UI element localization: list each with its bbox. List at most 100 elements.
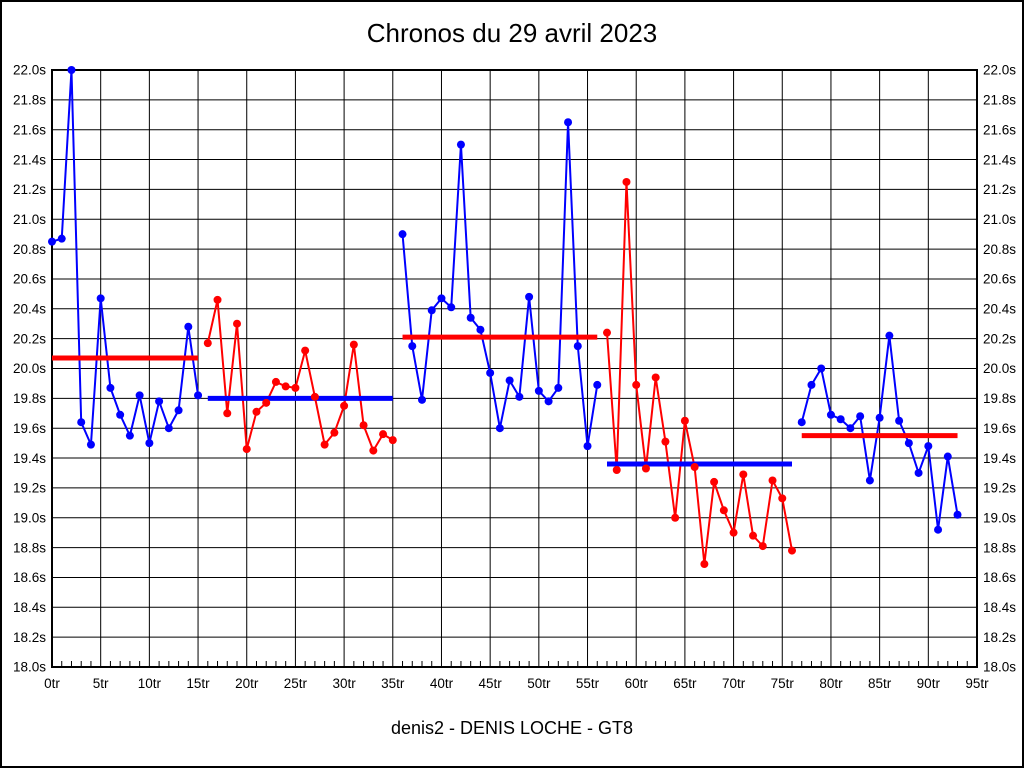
y-tick-label: 18.8s [983, 540, 1016, 555]
lap-time-point [96, 294, 105, 303]
y-axis-labels: 22.0s 22.0s 21.8s 21.8s 21.6s 21.6s 21.4s 21.4s… [13, 63, 1016, 675]
lap-time-point [573, 342, 582, 351]
lap-time-point [340, 401, 349, 410]
y-tick-label: 18.2s [13, 630, 46, 645]
lap-time-point [953, 510, 962, 519]
lap-time-point [505, 376, 514, 385]
lap-time-point [739, 470, 748, 479]
lap-time-point [456, 140, 465, 149]
x-tick-label: 15tr [186, 676, 210, 691]
x-tick-label: 5tr [93, 676, 109, 691]
lap-time-point [67, 66, 76, 74]
lap-time-point [875, 413, 884, 422]
lap-time-point [330, 428, 339, 437]
y-tick-label: 19.8s [13, 391, 46, 406]
chart-caption: denis2 - DENIS LOCHE - GT8 [390, 718, 634, 738]
lap-time-point [788, 546, 796, 555]
lap-time-point [719, 506, 728, 515]
lap-time-point [826, 410, 835, 419]
lap-time-line [606, 181, 793, 565]
x-tick-label: 70tr [722, 676, 746, 691]
lap-time-point [807, 380, 816, 389]
lap-time-point [641, 464, 650, 473]
lap-time-point [515, 392, 524, 401]
x-tick-label: 25tr [284, 676, 308, 691]
lap-time-point [418, 395, 426, 404]
lap-time-point [895, 416, 904, 425]
lap-time-point [856, 412, 865, 421]
x-axis-labels: 0tr 5tr 10tr 15tr 20tr 25tr 30tr 35tr 40tr 45tr 50… [44, 676, 989, 691]
lap-time-point [203, 339, 212, 348]
y-tick-label: 21.0s [983, 212, 1016, 227]
lap-time-point [700, 560, 709, 569]
lap-time-point [437, 294, 446, 303]
lap-time-point [904, 439, 913, 448]
y-tick-label: 20.0s [13, 361, 46, 376]
lap-time-point [77, 418, 86, 427]
lap-time-point [486, 368, 495, 377]
y-tick-label: 19.4s [983, 451, 1016, 466]
lap-time-point [836, 415, 845, 424]
lap-time-point [914, 468, 923, 477]
x-tick-label: 30tr [332, 676, 356, 691]
lap-time-point [252, 407, 261, 416]
grid [51, 69, 978, 668]
x-tick-label: 80tr [819, 676, 843, 691]
lap-time-point [125, 431, 134, 440]
lap-time-point [291, 383, 300, 392]
lap-time-point [369, 446, 378, 455]
lap-time-point [778, 494, 787, 503]
x-tick-label: 65tr [673, 676, 697, 691]
lap-time-point [603, 328, 611, 337]
y-tick-label: 21.2s [983, 182, 1016, 197]
lap-time-point [398, 230, 407, 239]
lap-time-point [388, 436, 397, 445]
y-tick-label: 21.6s [13, 122, 46, 137]
y-tick-label: 18.8s [13, 540, 46, 555]
y-tick-label: 18.0s [983, 660, 1016, 675]
lap-time-point [661, 437, 670, 446]
y-tick-label: 18.6s [13, 570, 46, 585]
lap-time-point [671, 513, 680, 522]
lap-time-point [612, 465, 621, 474]
x-tick-label: 20tr [235, 676, 259, 691]
y-tick-label: 20.4s [13, 302, 46, 317]
y-tick-label: 21.8s [13, 93, 46, 108]
lap-time-point [223, 409, 232, 418]
x-tick-label: 95tr [965, 676, 989, 691]
lap-time-point [447, 303, 456, 312]
x-tick-label: 90tr [917, 676, 941, 691]
lap-time-point [427, 306, 436, 315]
lap-time-point [281, 382, 290, 391]
lap-time-point [525, 292, 534, 301]
y-tick-label: 20.6s [13, 272, 46, 287]
y-tick-label: 21.4s [13, 152, 46, 167]
lap-time-point [349, 340, 358, 349]
x-tick-label: 35tr [381, 676, 405, 691]
lap-time-point [135, 391, 144, 400]
lap-time-point [213, 295, 222, 304]
lap-time-point [680, 416, 689, 425]
lap-time-point [885, 331, 894, 340]
lap-time-point [310, 392, 319, 401]
y-tick-label: 19.4s [13, 451, 46, 466]
lap-time-point [301, 346, 310, 355]
lap-time-point [495, 424, 504, 433]
lap-time-point [408, 342, 417, 351]
average-lines [52, 334, 958, 467]
lap-time-point [145, 439, 154, 448]
x-tick-label: 85tr [868, 676, 892, 691]
lap-time-point [534, 386, 543, 395]
lap-time-point [749, 531, 758, 540]
lap-time-point [554, 383, 563, 392]
lap-time-point [651, 373, 660, 382]
y-tick-label: 20.2s [13, 331, 46, 346]
series-points [48, 66, 962, 569]
y-tick-label: 21.8s [983, 93, 1016, 108]
lap-time-point [86, 440, 95, 449]
y-tick-label: 21.2s [13, 182, 46, 197]
x-tick-label: 0tr [44, 676, 60, 691]
lap-time-point [593, 380, 602, 389]
x-tick-label: 45tr [479, 676, 503, 691]
y-tick-label: 20.2s [983, 331, 1016, 346]
